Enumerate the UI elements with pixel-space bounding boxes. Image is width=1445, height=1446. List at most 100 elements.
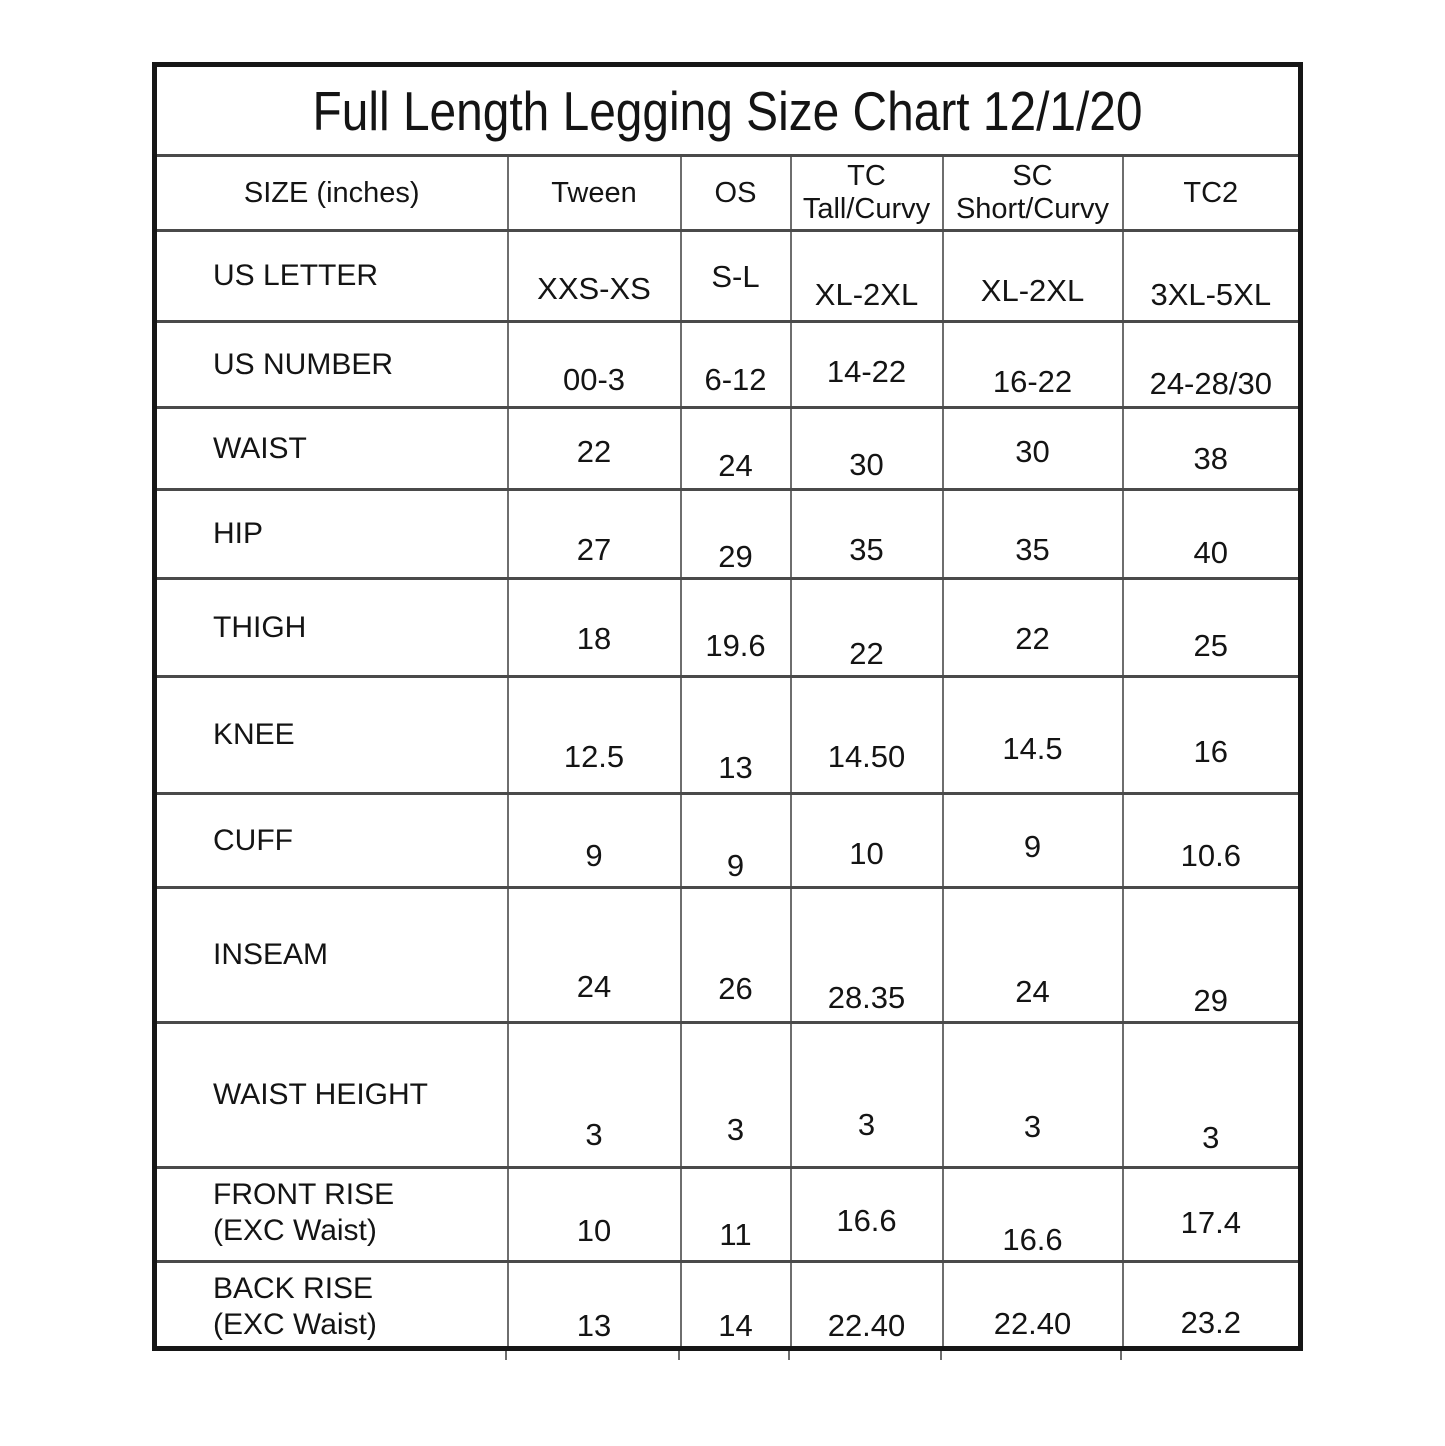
row-label: KNEE	[153, 675, 509, 795]
table-row-cuff: CUFF 9 9 10 9 10.6	[153, 792, 1302, 889]
row-label: INSEAM	[153, 886, 509, 1024]
value-cell: 9	[506, 792, 682, 889]
column-line-stub	[505, 1351, 507, 1360]
value-cell: 19.6	[679, 577, 792, 678]
value-cell: 9	[679, 792, 792, 889]
value-cell: 35	[941, 488, 1124, 580]
value-cell: 22.40	[789, 1260, 944, 1350]
column-header-os: OS	[679, 154, 792, 232]
value-cell: 22	[506, 406, 682, 491]
row-label-text: FRONT RISE	[213, 1178, 395, 1211]
row-label-text: WAIST	[213, 431, 307, 465]
table-row-waist-height: WAIST HEIGHT 3 3 3 3 3	[153, 1021, 1302, 1169]
table-row-back-rise: BACK RISE (EXC Waist) 13 14 22.40 22.40 …	[153, 1260, 1302, 1350]
value-cell: 12.5	[506, 675, 682, 795]
row-label-subtext: (EXC Waist)	[213, 1214, 377, 1247]
value-cell: 00-3	[506, 320, 682, 409]
value-cell: 6-12	[679, 320, 792, 409]
row-label-text: CUFF	[213, 823, 293, 857]
size-chart-table: Full Length Legging Size Chart 12/1/20 S…	[152, 62, 1304, 1351]
value-cell: S-L	[679, 229, 792, 323]
column-header-sc: SC Short/Curvy	[941, 154, 1124, 232]
row-label: CUFF	[153, 792, 509, 889]
value-cell: 38	[1121, 406, 1302, 491]
column-header-tc: TC Tall/Curvy	[789, 154, 944, 232]
row-label-text: KNEE	[213, 718, 295, 751]
size-chart-frame: Full Length Legging Size Chart 12/1/20 S…	[152, 62, 1304, 1360]
header-row: SIZE (inches) Tween OS TC Tall/Curvy SC …	[153, 154, 1302, 232]
value-cell: 11	[679, 1166, 792, 1263]
table-row-front-rise: FRONT RISE (EXC Waist) 10 11 16.6 16.6 1…	[153, 1166, 1302, 1263]
value-cell: 10	[789, 792, 944, 889]
value-cell: 14.5	[941, 675, 1124, 795]
value-cell: 16.6	[941, 1166, 1124, 1263]
value-cell: 18	[506, 577, 682, 678]
value-cell: 3XL-5XL	[1121, 229, 1302, 323]
value-cell: 22.40	[941, 1260, 1124, 1350]
row-label-text: WAIST HEIGHT	[213, 1078, 429, 1111]
value-cell: 26	[679, 886, 792, 1024]
column-header-label: SC	[1012, 160, 1053, 192]
column-line-stub	[788, 1351, 790, 1360]
chart-title-cell: Full Length Legging Size Chart 12/1/20	[154, 63, 1301, 157]
row-label: BACK RISE (EXC Waist)	[153, 1260, 509, 1350]
table-row-hip: HIP 27 29 35 35 40	[153, 488, 1302, 580]
value-cell: 3	[679, 1021, 792, 1169]
value-cell: 30	[941, 406, 1124, 491]
row-label: WAIST	[153, 406, 509, 491]
column-line-stub	[940, 1351, 942, 1360]
table-row-waist: WAIST 22 24 30 30 38	[153, 406, 1302, 491]
table-row-us-number: US NUMBER 00-3 6-12 14-22 16-22 24-28/30	[153, 320, 1302, 409]
row-label: FRONT RISE (EXC Waist)	[153, 1166, 509, 1263]
value-cell: 24	[941, 886, 1124, 1024]
value-cell: 35	[789, 488, 944, 580]
column-header-label: TC	[847, 160, 886, 192]
row-label-text: HIP	[213, 517, 264, 550]
value-cell: 22	[789, 577, 944, 678]
row-label-text: US NUMBER	[213, 347, 394, 381]
value-cell: 3	[506, 1021, 682, 1169]
chart-title: Full Length Legging Size Chart 12/1/20	[312, 79, 1143, 142]
value-cell: 23.2	[1121, 1260, 1302, 1350]
value-cell: 25	[1121, 577, 1302, 678]
row-label: THIGH	[153, 577, 509, 678]
value-cell: 3	[941, 1021, 1124, 1169]
value-cell: 3	[1121, 1021, 1302, 1169]
value-cell: 22	[941, 577, 1124, 678]
value-cell: 29	[679, 488, 792, 580]
table-row-knee: KNEE 12.5 13 14.50 14.5 16	[153, 675, 1302, 795]
value-cell: 10	[506, 1166, 682, 1263]
value-cell: 16	[1121, 675, 1302, 795]
value-cell: 29	[1121, 886, 1302, 1024]
column-header-label: TC2	[1183, 176, 1239, 209]
table-row-inseam: INSEAM 24 26 28.35 24 29	[153, 886, 1302, 1024]
value-cell: 9	[941, 792, 1124, 889]
row-label-text: BACK RISE	[213, 1272, 374, 1305]
row-label-text: THIGH	[213, 610, 307, 644]
value-cell: XL-2XL	[789, 229, 944, 323]
column-header-label: SIZE (inches)	[243, 176, 420, 209]
column-header-label: OS	[714, 176, 757, 209]
row-label-subtext: (EXC Waist)	[213, 1308, 377, 1341]
value-cell: 13	[506, 1260, 682, 1350]
row-label: US LETTER	[153, 229, 509, 323]
value-cell: 3	[789, 1021, 944, 1169]
value-cell: 30	[789, 406, 944, 491]
value-cell: 14-22	[789, 320, 944, 409]
value-cell: 24-28/30	[1121, 320, 1302, 409]
column-header-label: Tween	[551, 176, 637, 209]
value-cell: 24	[679, 406, 792, 491]
value-cell: 16-22	[941, 320, 1124, 409]
value-cell: 17.4	[1121, 1166, 1302, 1263]
value-cell: 27	[506, 488, 682, 580]
row-label: US NUMBER	[153, 320, 509, 409]
row-label: WAIST HEIGHT	[153, 1021, 509, 1169]
column-header-tc2: TC2	[1121, 154, 1302, 232]
column-header-size: SIZE (inches)	[153, 154, 509, 232]
table-row-thigh: THIGH 18 19.6 22 22 25	[153, 577, 1302, 678]
row-label-text: INSEAM	[213, 938, 329, 971]
value-cell: XXS-XS	[506, 229, 682, 323]
value-cell: XL-2XL	[941, 229, 1124, 323]
value-cell: 10.6	[1121, 792, 1302, 889]
